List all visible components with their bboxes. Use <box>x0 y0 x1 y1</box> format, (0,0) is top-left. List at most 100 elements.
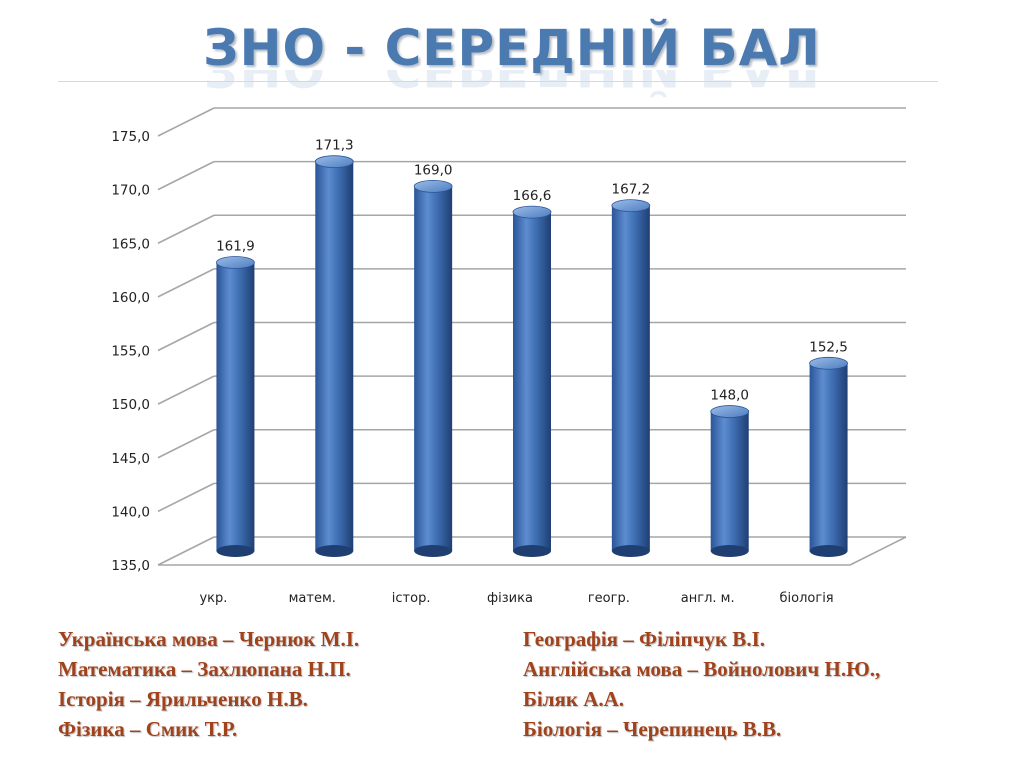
gridline-diagonal <box>157 482 215 513</box>
data-label: 152,5 <box>809 339 848 355</box>
bar-base <box>414 545 453 557</box>
teacher-name: Чернюк М.І. <box>238 627 360 651</box>
bar-top <box>710 405 750 418</box>
bars <box>216 155 848 557</box>
subject-name: Англійська мова <box>523 657 683 681</box>
data-label: 148,0 <box>710 388 749 404</box>
data-label: 171,3 <box>315 138 354 154</box>
x-tick-label: фізика <box>487 591 533 606</box>
teacher-line: Фізика – Смик Т.Р. <box>58 714 359 744</box>
bar-body <box>710 411 749 551</box>
data-label: 167,2 <box>612 182 651 198</box>
gridline-diagonal <box>157 321 215 352</box>
subject-name: Фізика <box>58 717 125 741</box>
bar <box>216 256 255 557</box>
bar-body <box>414 186 453 551</box>
data-label: 169,0 <box>414 162 453 178</box>
bar-chart: 135,0 140,0 145,0 150,0 155,0 160,0 165,0 170,0… <box>111 107 907 606</box>
bar <box>314 155 354 557</box>
x-tick-label: матем. <box>289 591 336 606</box>
x-tick-label: геогр. <box>588 591 630 606</box>
bar-top <box>413 179 453 193</box>
title-divider <box>58 81 938 82</box>
teacher-name: Філіпчук В.І. <box>639 627 765 651</box>
teacher-name: Захлюпана Н.П. <box>197 657 351 681</box>
teachers-left-column: Українська мова – Чернюк М.І. Математика… <box>58 624 359 744</box>
x-tick-label: істор. <box>392 591 431 606</box>
teacher-line: Історія – Ярильченко Н.В. <box>58 684 359 714</box>
bar-top <box>216 256 255 269</box>
teacher-name: Ярильченко Н.В. <box>145 687 308 711</box>
bar-top <box>809 356 848 370</box>
subject-name: Українська мова <box>58 627 218 651</box>
y-tick-label: 170,0 <box>111 183 150 199</box>
y-tick-label: 165,0 <box>111 236 150 252</box>
gridline-diagonal <box>157 536 215 566</box>
teacher-name: Смик Т.Р. <box>145 717 238 741</box>
y-tick-label: 150,0 <box>111 397 150 413</box>
bar <box>413 179 453 557</box>
y-tick-label: 155,0 <box>111 344 150 360</box>
separator: – <box>607 717 623 741</box>
bar <box>611 199 651 557</box>
bar-base <box>315 545 354 557</box>
bar-top <box>611 199 651 213</box>
data-label: 161,9 <box>216 238 255 254</box>
teacher-line: Географія – Філіпчук В.І. <box>523 624 880 654</box>
bar <box>809 356 848 557</box>
bar-body <box>513 212 551 551</box>
gridline-diagonal <box>157 429 215 459</box>
y-tick-label: 160,0 <box>111 290 150 306</box>
bar-base <box>216 545 255 557</box>
y-tick-label: 175,0 <box>111 129 150 145</box>
bar-top <box>512 205 552 219</box>
x-axis: укр. матем. істор. фізика геогр. англ. м. біол… <box>199 591 833 606</box>
bar-body <box>315 161 354 551</box>
bar-body <box>611 205 650 551</box>
gridline-diagonal <box>157 375 215 405</box>
subject-name: Географія <box>523 627 619 651</box>
teacher-name: Черепинець В.В. <box>622 717 782 741</box>
x-tick-label: англ. м. <box>681 591 735 606</box>
bar-body <box>216 262 255 551</box>
y-axis: 135,0 140,0 145,0 150,0 155,0 160,0 165,0 170,0… <box>111 129 150 574</box>
gridline-diagonal <box>157 107 215 137</box>
y-tick-label: 145,0 <box>111 451 150 467</box>
teachers-right-column: Географія – Філіпчук В.І. Англійська мов… <box>523 624 880 744</box>
separator: – <box>217 627 239 651</box>
bar-top <box>314 155 354 169</box>
separator: – <box>618 627 640 651</box>
separator: – <box>124 687 146 711</box>
gridline-diagonal <box>157 268 215 298</box>
bar-base <box>710 545 749 557</box>
subject-name: Біологія <box>523 717 608 741</box>
y-tick-label: 140,0 <box>111 504 150 520</box>
data-labels: 161,9 171,3 169,0 166,6 167,2 148,0 152,5 <box>216 138 848 404</box>
page-title: ЗНО - СЕРЕДНІЙ БАЛ <box>203 19 821 77</box>
teacher-line: Біологія – Черепинець В.В. <box>523 714 880 744</box>
teacher-line: Математика – Захлюпана Н.П. <box>58 654 359 684</box>
bar-base <box>513 545 551 557</box>
bar <box>512 205 552 557</box>
gridline-diagonal <box>157 214 215 244</box>
bar <box>710 405 750 557</box>
bar-body <box>809 363 848 551</box>
gridline-diagonal <box>157 160 215 191</box>
separator: – <box>176 657 198 681</box>
x-tick-label: біологія <box>780 591 834 606</box>
bar-base <box>809 545 848 557</box>
bar-base <box>611 545 650 557</box>
teacher-name: Войнолович Н.Ю., <box>703 657 881 681</box>
separator: – <box>124 717 146 741</box>
subject-name: Історія <box>58 687 125 711</box>
y-tick-label: 135,0 <box>111 558 150 574</box>
teacher-line: Англійська мова – Войнолович Н.Ю., <box>523 654 880 684</box>
floor-edge-right <box>849 536 907 566</box>
x-tick-label: укр. <box>199 591 227 606</box>
teacher-line: Біляк А.А. <box>523 684 880 714</box>
separator: – <box>682 657 704 681</box>
teacher-line: Українська мова – Чернюк М.І. <box>58 624 359 654</box>
subject-name: Математика <box>58 657 177 681</box>
data-label: 166,6 <box>513 188 552 204</box>
teacher-name: Біляк А.А. <box>523 687 625 711</box>
